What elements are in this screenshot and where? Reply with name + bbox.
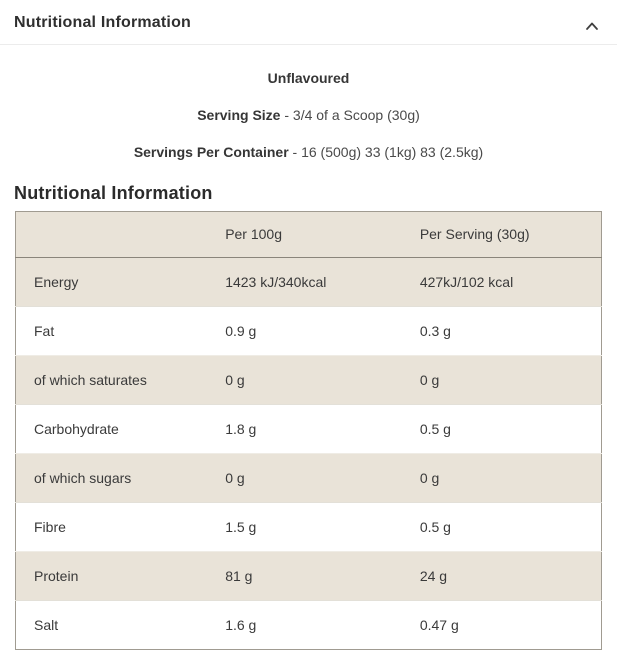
per-serving-cell: 0.5 g xyxy=(419,501,602,552)
nutrient-label-cell: Protein xyxy=(15,550,226,601)
header-per-serving-cell: Per Serving (30g) xyxy=(419,211,602,258)
serving-info-block: Unflavoured Serving Size - 3/4 of a Scoo… xyxy=(0,45,617,162)
per-100g-cell: 0.9 g xyxy=(225,305,420,356)
per-100g-cell: 1423 kJ/340kcal xyxy=(225,257,420,307)
per-serving-cell: 0.47 g xyxy=(419,599,602,650)
flavour-text: Unflavoured xyxy=(267,70,350,86)
servings-per-container-text: Servings Per Container - 16 (500g) 33 (1… xyxy=(133,143,484,160)
table-row: Carbohydrate 1.8 g 0.5 g xyxy=(15,403,602,454)
per-serving-cell: 24 g xyxy=(419,550,602,601)
table-header-row: Per 100g Per Serving (30g) xyxy=(15,211,602,258)
accordion-title: Nutritional Information xyxy=(14,14,192,31)
table-row: Protein 81 g 24 g xyxy=(15,550,602,601)
nutrition-table: Per 100g Per Serving (30g) Energy 1423 kJ… xyxy=(15,210,602,650)
table-row: Salt 1.6 g 0.47 g xyxy=(15,599,602,650)
serving-size-text: Serving Size - 3/4 of a Scoop (30g) xyxy=(197,106,420,123)
per-100g-cell: 1.5 g xyxy=(225,501,420,552)
table-row: Fat 0.9 g 0.3 g xyxy=(15,305,602,356)
nutrient-label-cell: Energy xyxy=(15,257,226,307)
per-serving-cell: 427kJ/102 kcal xyxy=(419,257,602,307)
nutrient-label-cell: of which sugars xyxy=(15,452,226,503)
nutrition-table-title: Nutritional Information xyxy=(14,182,213,203)
nutrient-label-cell: Fibre xyxy=(15,501,226,552)
nutrient-label-cell: Salt xyxy=(15,599,226,650)
per-100g-cell: 0 g xyxy=(225,452,420,503)
nutrient-label-cell: of which saturates xyxy=(15,354,226,405)
per-100g-cell: 81 g xyxy=(225,550,420,601)
per-serving-cell: 0.5 g xyxy=(419,403,602,454)
nutrient-label-cell: Fat xyxy=(15,305,226,356)
table-row: Fibre 1.5 g 0.5 g xyxy=(15,501,602,552)
per-100g-cell: 1.6 g xyxy=(225,599,420,650)
per-serving-cell: 0.3 g xyxy=(419,305,602,356)
nutrient-label-cell: Carbohydrate xyxy=(15,403,226,454)
nutritional-information-accordion-header[interactable]: Nutritional Information xyxy=(0,0,617,45)
header-per-100g-cell: Per 100g xyxy=(225,211,420,258)
table-row: Energy 1423 kJ/340kcal 427kJ/102 kcal xyxy=(15,257,602,307)
per-serving-cell: 0 g xyxy=(419,452,602,503)
chevron-up-icon xyxy=(585,18,599,30)
per-serving-cell: 0 g xyxy=(419,354,602,405)
header-empty-cell xyxy=(15,211,226,258)
per-100g-cell: 1.8 g xyxy=(225,403,420,454)
per-100g-cell: 0 g xyxy=(225,354,420,405)
